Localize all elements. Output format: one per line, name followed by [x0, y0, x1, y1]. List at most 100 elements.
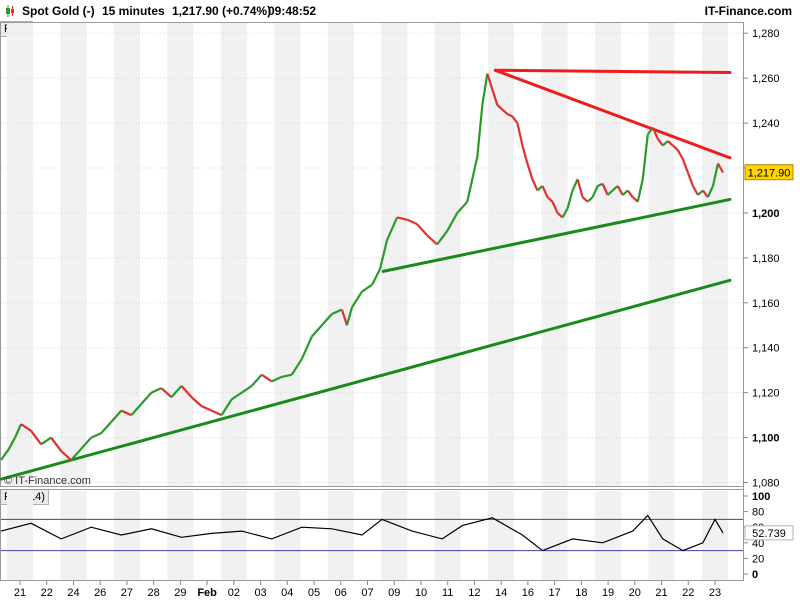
- x-tick-label: 18: [575, 587, 587, 599]
- price-segment: [691, 185, 699, 196]
- price-segment: [281, 373, 293, 379]
- y-tick-label: 1,120: [752, 388, 780, 400]
- last-change: 1,217.90 (+0.74%): [172, 4, 272, 18]
- x-tick-label: 06: [335, 587, 347, 599]
- price-segment: [231, 391, 243, 401]
- price-segment: [120, 409, 132, 417]
- day-band: [167, 491, 194, 580]
- price-segment: [566, 190, 574, 209]
- x-tick-label: 29: [174, 587, 186, 599]
- timeframe-label[interactable]: 15 minutes: [102, 4, 165, 18]
- price-segment: [616, 185, 624, 196]
- price-segment: [501, 108, 509, 115]
- price-segment: [201, 405, 213, 412]
- price-segment: [656, 138, 664, 147]
- price-segment: [651, 127, 659, 140]
- price-segment: [667, 140, 674, 147]
- price-segment: [110, 409, 123, 423]
- support-upper-trendline: [381, 197, 732, 273]
- price-segment: [321, 313, 333, 326]
- price-segment: [30, 430, 42, 445]
- day-band: [113, 491, 140, 580]
- price-segment: [526, 163, 534, 180]
- price-segment: [340, 309, 348, 326]
- price-segment: [20, 423, 32, 432]
- x-tick-label: 03: [254, 587, 266, 599]
- price-segment: [150, 387, 162, 394]
- x-tick-label: Feb: [197, 587, 217, 599]
- price-segment: [361, 283, 373, 293]
- day-band: [541, 491, 568, 580]
- price-segment: [496, 104, 504, 111]
- price-segment: [406, 218, 418, 226]
- price-segment: [241, 385, 253, 394]
- price-segment: [546, 196, 554, 203]
- day-band: [648, 491, 675, 580]
- price-segment: [686, 172, 694, 187]
- price-segment: [672, 144, 679, 151]
- watermark: © IT-Finance.com: [4, 475, 91, 487]
- price-segment: [0, 448, 10, 461]
- price-segment: [90, 432, 102, 439]
- price-segment: [300, 336, 313, 360]
- price-segment: [511, 115, 519, 124]
- price-segment: [706, 185, 714, 198]
- price-segment: [396, 216, 408, 221]
- rsi-tick-label: 40: [752, 538, 764, 550]
- price-segment: [641, 134, 649, 180]
- day-band: [488, 491, 515, 580]
- x-tick-label: 19: [602, 587, 614, 599]
- price-segment: [521, 145, 529, 164]
- price-segment: [8, 437, 17, 450]
- background-bands: [7, 23, 728, 580]
- price-segment: [702, 189, 709, 198]
- price-segment: [351, 290, 363, 308]
- price-segment: [345, 306, 354, 326]
- price-segment: [130, 403, 143, 416]
- price-segment: [486, 73, 494, 90]
- x-tick-label: 10: [415, 587, 427, 599]
- x-tick-label: 26: [94, 587, 106, 599]
- current-price-tag: 1,217.90: [744, 164, 794, 181]
- rsi-panel-frame: [0, 489, 744, 581]
- price-segment: [416, 223, 428, 237]
- day-band: [702, 23, 728, 487]
- price-segment: [662, 140, 669, 147]
- day-band: [488, 23, 515, 487]
- price-segment: [311, 324, 323, 338]
- price-segment: [70, 448, 83, 461]
- price-segment: [220, 398, 233, 416]
- x-tick-label: 21: [655, 587, 667, 599]
- quote-time: 09:48:52: [268, 4, 317, 18]
- support-lower-trendline: [0, 278, 732, 481]
- day-band: [220, 491, 247, 580]
- trendlines: [0, 68, 732, 481]
- y-tick-label: 1,280: [752, 28, 780, 40]
- day-band: [595, 23, 622, 487]
- day-band: [60, 23, 87, 487]
- price-segment: [40, 436, 52, 446]
- brand-logo[interactable]: IT-Finance.com: [704, 4, 792, 18]
- price-segment: [601, 183, 609, 196]
- day-band: [327, 23, 354, 487]
- svg-text:1,217.90: 1,217.90: [748, 168, 791, 180]
- day-band: [7, 23, 33, 487]
- price-segment: [331, 308, 343, 316]
- price-segment: [516, 122, 524, 146]
- price-segment: [581, 196, 589, 203]
- svg-text:52.739: 52.739: [752, 528, 786, 540]
- day-band: [60, 491, 87, 580]
- price-segment: [290, 358, 303, 376]
- x-tick-label: 07: [361, 587, 373, 599]
- y-tick-label: 1,100: [752, 433, 780, 445]
- x-tick-label: 16: [522, 587, 534, 599]
- price-y-axis: 1,0801,1001,1201,1401,1601,1801,2001,220…: [743, 28, 780, 490]
- x-tick-label: 20: [629, 587, 641, 599]
- day-band: [702, 491, 728, 580]
- price-segment: [50, 436, 63, 452]
- price-segment: [646, 126, 654, 135]
- y-tick-label: 1,240: [752, 118, 780, 130]
- day-band: [274, 491, 301, 580]
- x-tick-label: 02: [228, 587, 240, 599]
